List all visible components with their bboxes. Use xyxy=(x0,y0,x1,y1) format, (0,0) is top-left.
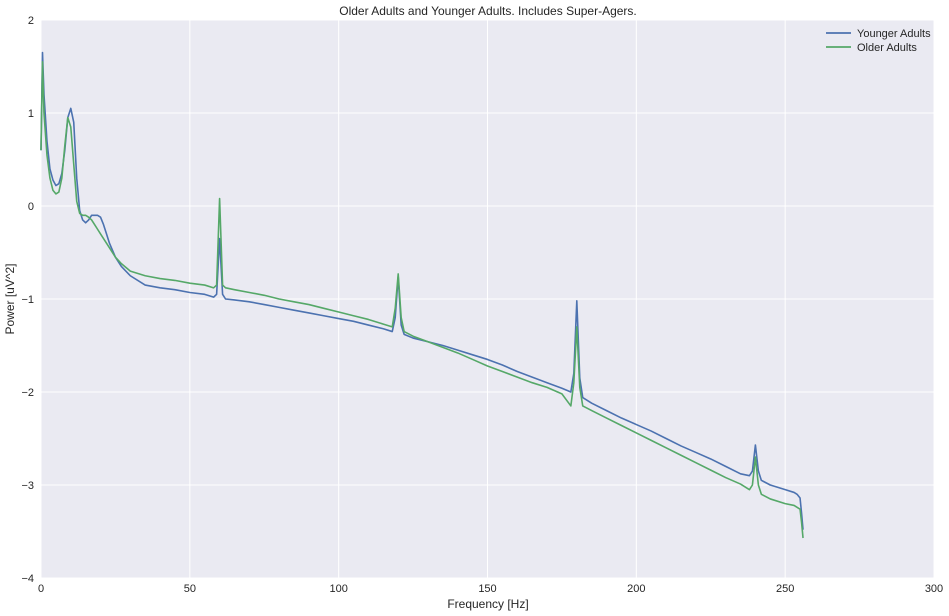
y-tick-label: −4 xyxy=(21,573,34,585)
y-tick-label: −3 xyxy=(21,480,34,492)
x-tick-label: 100 xyxy=(329,583,347,595)
chart-title: Older Adults and Younger Adults. Include… xyxy=(339,4,637,18)
x-axis-label: Frequency [Hz] xyxy=(447,597,528,611)
y-tick-label: 1 xyxy=(28,108,34,120)
legend-label: Older Adults xyxy=(857,42,917,54)
x-tick-label: 250 xyxy=(776,583,794,595)
x-tick-label: 150 xyxy=(478,583,496,595)
x-tick-label: 0 xyxy=(38,583,44,595)
x-tick-label: 200 xyxy=(627,583,645,595)
x-tick-label: 300 xyxy=(925,583,943,595)
legend: Younger Adults Older Adults xyxy=(826,28,931,54)
series-lines xyxy=(40,51,804,539)
grid xyxy=(40,19,935,579)
y-tick-label: −1 xyxy=(21,294,34,306)
series-line-2 xyxy=(40,61,804,539)
legend-label: Younger Adults xyxy=(857,28,931,40)
series-line-1 xyxy=(40,51,804,530)
x-tick-label: 50 xyxy=(184,583,196,595)
y-tick-label: −2 xyxy=(21,387,34,399)
y-axis-ticks: −4 −3 −2 −1 0 1 2 xyxy=(21,15,34,585)
y-tick-label: 2 xyxy=(28,15,34,27)
x-axis-ticks: 0 50 100 150 200 250 300 xyxy=(38,583,943,595)
y-tick-label: 0 xyxy=(28,201,34,213)
y-axis-label: Power [uV^2] xyxy=(3,264,17,335)
